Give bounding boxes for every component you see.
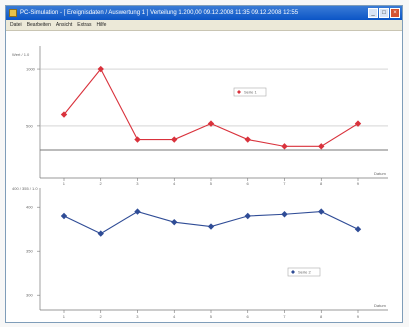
data-point (60, 212, 68, 220)
data-point (281, 143, 288, 150)
y-tick-label: 400 (26, 205, 33, 210)
x-tick-label: 8 (320, 314, 323, 319)
legend-box (287, 267, 321, 277)
legend-label: Serie 2 (298, 270, 311, 275)
series-line (63, 211, 359, 235)
data-point (171, 218, 178, 226)
app-icon (9, 9, 17, 17)
x-axis-label: Datum (374, 171, 386, 176)
series-line (63, 68, 359, 147)
data-point (97, 65, 104, 73)
minimize-button[interactable]: _ (368, 8, 378, 18)
menu-item-edit[interactable]: Bearbeiten (26, 22, 51, 28)
data-point (171, 136, 178, 143)
x-tick-label: 6 (247, 314, 250, 319)
data-point (97, 230, 104, 237)
menu-item-extras[interactable]: Extras (77, 22, 92, 28)
x-tick-label: 5 (210, 181, 213, 186)
application-window: PC-Simulation - [ Ereignisdaten / Auswer… (5, 5, 403, 323)
x-tick-label: 3 (136, 181, 139, 186)
data-point (354, 120, 362, 127)
x-tick-label: 4 (173, 314, 176, 319)
x-axis-label: Datum (374, 303, 386, 308)
data-point (244, 136, 251, 143)
legend-label: Serie 1 (244, 90, 257, 95)
menu-item-view[interactable]: Ansicht (55, 22, 73, 28)
data-point (318, 208, 325, 215)
data-point (207, 120, 215, 127)
data-point (244, 212, 251, 220)
chart-2: 400 / 355 / 1.0 Datum 400 350 300 1 2 3 4 5 6 7 8 9 Se… (12, 186, 388, 319)
x-tick-label: 1 (63, 314, 66, 319)
chart-area: Wert / 1.0 Datum 1000 500 1 2 3 4 5 6 7 8 9 Serie 1 40… (12, 46, 388, 319)
menu-item-file[interactable]: Datei (10, 22, 22, 28)
legend-marker (291, 270, 295, 274)
window-controls: _ □ × (368, 8, 400, 18)
x-tick-label: 7 (283, 181, 286, 186)
data-point (281, 211, 288, 218)
close-button[interactable]: × (390, 8, 400, 18)
y-tick-label: 350 (26, 249, 33, 254)
x-tick-label: 7 (283, 314, 286, 319)
y-tick-label: 300 (26, 293, 33, 298)
data-point (354, 226, 362, 233)
x-tick-label: 9 (357, 314, 360, 319)
x-tick-label: 2 (100, 314, 103, 319)
chart-1: Wert / 1.0 Datum 1000 500 1 2 3 4 5 6 7 8 9 Serie 1 (12, 46, 388, 186)
y-axis-label: Wert / 1.0 (12, 52, 30, 57)
legend-marker (237, 90, 241, 94)
data-point (60, 111, 68, 118)
x-tick-label: 5 (210, 314, 213, 319)
x-tick-label: 3 (136, 314, 139, 319)
legend: Serie 2 (287, 267, 321, 277)
window-title: PC-Simulation - [ Ereignisdaten / Auswer… (20, 10, 299, 16)
x-tick-label: 6 (247, 181, 250, 186)
x-tick-label: 9 (357, 181, 360, 186)
legend: Serie 1 (233, 87, 267, 97)
menu-item-help[interactable]: Hilfe (96, 22, 107, 28)
x-tick-label: 8 (320, 181, 323, 186)
menu-bar: Datei Bearbeiten Ansicht Extras Hilfe (6, 20, 402, 31)
x-tick-label: 2 (100, 181, 103, 186)
data-point (134, 208, 141, 215)
y-tick-label: 500 (26, 123, 33, 128)
y-tick-label: 1000 (26, 67, 36, 72)
data-point (318, 143, 325, 150)
x-tick-label: 4 (173, 181, 176, 186)
data-point (207, 223, 215, 230)
data-point (134, 136, 141, 143)
title-bar[interactable]: PC-Simulation - [ Ereignisdaten / Auswer… (6, 6, 402, 20)
x-tick-label: 1 (63, 181, 66, 186)
legend-box (233, 87, 267, 97)
y-axis-label: 400 / 355 / 1.0 (12, 186, 38, 191)
maximize-button[interactable]: □ (379, 8, 389, 18)
